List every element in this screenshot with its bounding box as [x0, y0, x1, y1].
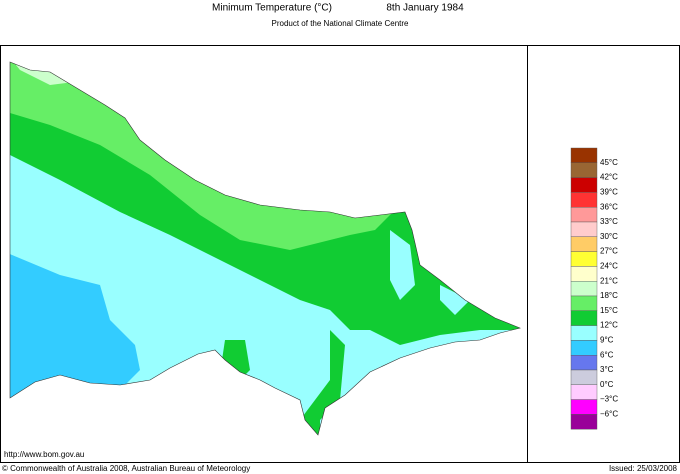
legend-label: 42°C: [600, 173, 618, 182]
legend-label: −3°C: [600, 395, 618, 404]
issued: Issued: 25/03/2008: [609, 464, 678, 473]
state-outline: [9, 61, 521, 436]
legend-swatch: [570, 206, 598, 223]
zone-12-15-south: [300, 330, 345, 435]
legend-label: 3°C: [600, 365, 614, 374]
zone-9-12-east: [390, 230, 415, 300]
legend-swatch: [570, 251, 598, 267]
legend-swatch: [570, 147, 598, 164]
zone-12-15-bay: [222, 340, 250, 385]
legend-swatch: [570, 399, 598, 415]
url: http://www.bom.gov.au: [4, 450, 84, 459]
zone-6-9: [10, 250, 140, 410]
legend-swatch: [570, 310, 598, 326]
title: Minimum Temperature (°C): [212, 3, 332, 14]
subtitle: Product of the National Climate Centre: [272, 19, 410, 28]
legend-label: 6°C: [600, 350, 614, 359]
legend-swatch: [570, 295, 598, 312]
legend-label: 30°C: [600, 232, 618, 241]
zone-9-12-coast: [440, 285, 470, 315]
legend-swatch: [570, 355, 598, 371]
legend-swatch: [570, 325, 598, 341]
legend-label: 39°C: [600, 188, 618, 197]
legend-swatch: [570, 162, 598, 178]
legend-label: 36°C: [600, 202, 618, 211]
copyright: © Commonwealth of Australia 2008, Austra…: [2, 464, 250, 473]
legend-swatch: [570, 414, 598, 430]
legend: 45°C 42°C 39°C 36°C 33°C 30°C 27°C 24°C 21°C 18°C…: [570, 147, 618, 430]
legend-swatch: [570, 384, 598, 400]
legend-swatch: [570, 340, 598, 356]
legend-swatch: [570, 266, 598, 282]
legend-swatch: [570, 369, 598, 386]
date: 8th January 1984: [386, 3, 464, 14]
temperature-map: [10, 62, 520, 435]
legend-label: 33°C: [600, 217, 618, 226]
legend-swatch: [570, 221, 598, 238]
legend-label: 15°C: [600, 306, 618, 315]
legend-label: 27°C: [600, 247, 618, 256]
legend-label: 21°C: [600, 276, 618, 285]
legend-label: 45°C: [600, 158, 618, 167]
legend-swatch: [570, 192, 598, 208]
legend-swatch: [570, 281, 598, 297]
legend-label: 9°C: [600, 336, 614, 345]
legend-swatch: [570, 236, 598, 252]
legend-swatch: [570, 177, 598, 193]
legend-label: 24°C: [600, 262, 618, 271]
legend-label: 0°C: [600, 380, 614, 389]
legend-label: 18°C: [600, 291, 618, 300]
legend-label: −6°C: [600, 410, 618, 419]
legend-label: 12°C: [600, 321, 618, 330]
